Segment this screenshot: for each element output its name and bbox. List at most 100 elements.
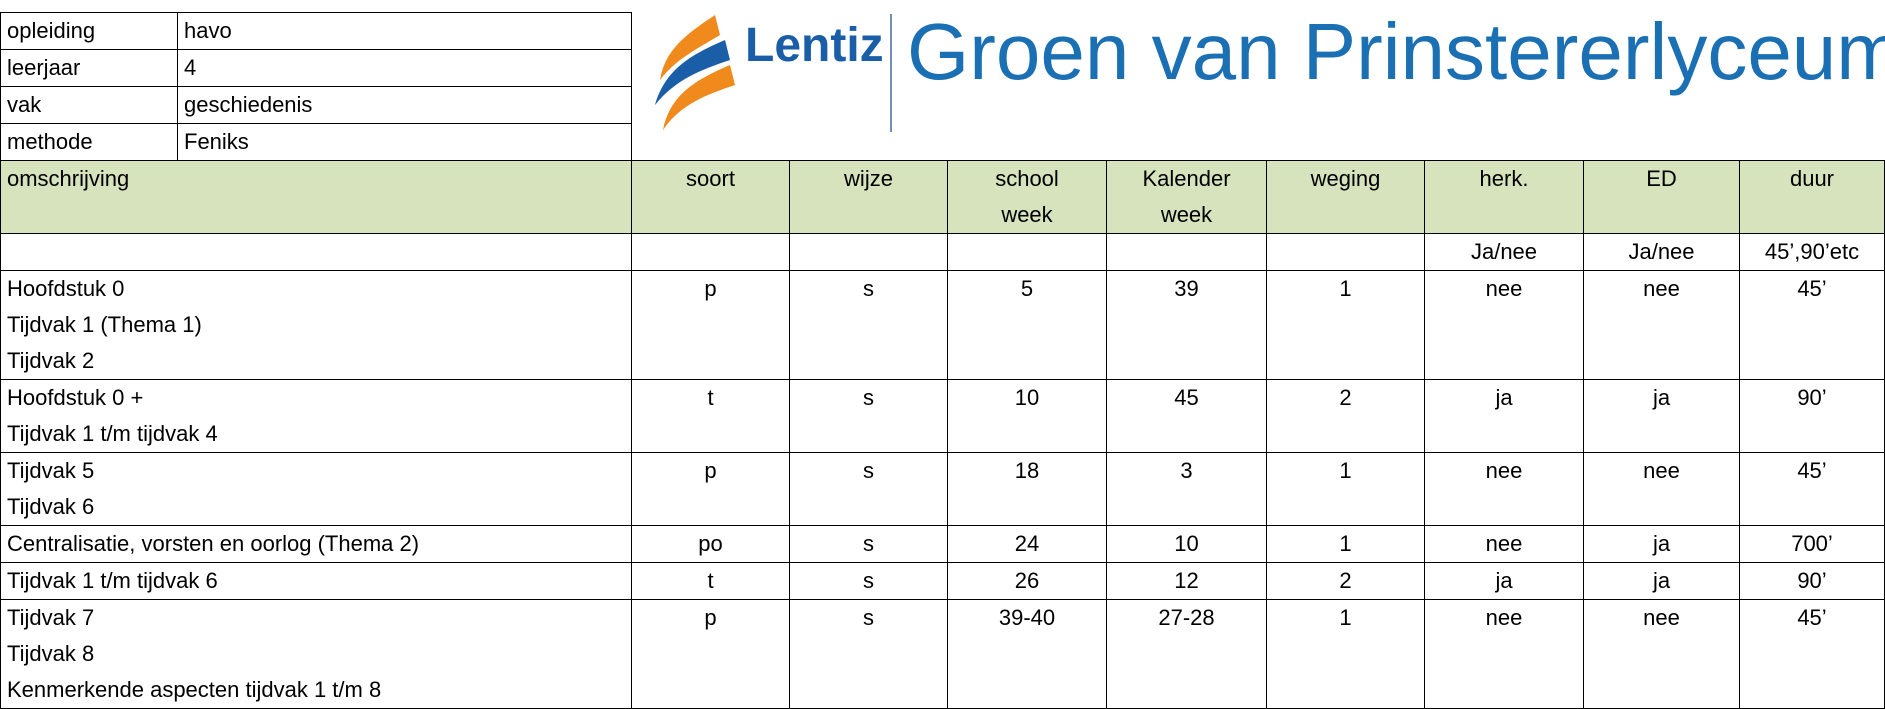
header-cell: soort — [631, 160, 790, 234]
header-text: weging — [1310, 166, 1381, 191]
description-line: Tijdvak 1 t/m tijdvak 4 — [7, 421, 218, 446]
info-value: 4 — [177, 49, 632, 87]
data-row: Hoofdstuk 0 Tijdvak 1 (Thema 1) Tijdvak 2 p… — [0, 270, 1885, 380]
data-cell: 45’ — [1739, 599, 1885, 709]
header-cell: omschrijving — [0, 160, 632, 234]
data-cell: 27-28 — [1106, 599, 1267, 709]
subheader-cell — [947, 233, 1107, 271]
header-row: omschrijving soort wijze school week Kalende… — [0, 160, 1885, 234]
data-cell: s — [789, 270, 948, 380]
description-line: Tijdvak 6 — [7, 494, 95, 519]
data-cell: 2 — [1266, 379, 1425, 453]
info-row: methode Feniks — [0, 123, 632, 161]
divider — [890, 14, 892, 132]
header-text: ED — [1646, 166, 1677, 191]
data-cell: t — [631, 379, 790, 453]
header-text: herk. — [1479, 166, 1529, 191]
data-cell: 1 — [1266, 270, 1425, 380]
header-text: omschrijving — [7, 166, 130, 191]
data-cell: 39-40 — [947, 599, 1107, 709]
info-value: havo — [177, 12, 632, 50]
data-cell: 45 — [1106, 379, 1267, 453]
data-cell: 90’ — [1739, 379, 1885, 453]
description-line: Tijdvak 7 — [7, 605, 95, 630]
data-cell: po — [631, 525, 790, 563]
subheader-cell: Ja/nee — [1424, 233, 1584, 271]
subheader-cell — [1266, 233, 1425, 271]
data-cell: 1 — [1266, 452, 1425, 526]
description-line: Kenmerkende aspecten tijdvak 1 t/m 8 — [7, 677, 382, 702]
data-cell: 26 — [947, 562, 1107, 600]
description-line: Tijdvak 8 — [7, 641, 95, 666]
description-cell: Centralisatie, vorsten en oorlog (Thema … — [0, 525, 632, 563]
info-row: leerjaar 4 — [0, 49, 632, 87]
info-value: Feniks — [177, 123, 632, 161]
data-cell: 45’ — [1739, 452, 1885, 526]
data-row: Hoofdstuk 0 + Tijdvak 1 t/m tijdvak 4 t s 10… — [0, 379, 1885, 453]
data-cell: ja — [1583, 379, 1740, 453]
data-cell: ja — [1424, 379, 1584, 453]
header-text: wijze — [844, 166, 893, 191]
data-cell: nee — [1424, 452, 1584, 526]
logo: Lentiz Groen van Prinstererlyceum — [645, 0, 1885, 160]
info-table: opleiding havo leerjaar 4 vak geschiedenis met… — [0, 12, 632, 161]
subheader-cell: Ja/nee — [1583, 233, 1740, 271]
school-name: Groen van Prinstererlyceum — [907, 7, 1885, 96]
data-cell: 10 — [947, 379, 1107, 453]
header-cell: weging — [1266, 160, 1425, 234]
header-cell: wijze — [789, 160, 948, 234]
description-cell: Tijdvak 7 Tijdvak 8 Kenmerkende aspecten t… — [0, 599, 632, 709]
header-cell: Kalender week — [1106, 160, 1267, 234]
data-cell: s — [789, 379, 948, 453]
data-cell: 45’ — [1739, 270, 1885, 380]
header-cell: ED — [1583, 160, 1740, 234]
subheader-cell — [789, 233, 948, 271]
header-cell: duur — [1739, 160, 1885, 234]
data-cell: 90’ — [1739, 562, 1885, 600]
info-label: methode — [0, 123, 178, 161]
data-cell: 700’ — [1739, 525, 1885, 563]
info-label: vak — [0, 86, 178, 124]
data-row: Tijdvak 1 t/m tijdvak 6 t s 26 12 2 ja ja 90’ — [0, 562, 1885, 600]
description-line: Tijdvak 1 t/m tijdvak 6 — [7, 568, 218, 593]
data-cell: 3 — [1106, 452, 1267, 526]
schedule-table: omschrijving soort wijze school week Kalende… — [0, 160, 1885, 709]
info-label: leerjaar — [0, 49, 178, 87]
data-cell: 39 — [1106, 270, 1267, 380]
data-cell: nee — [1583, 270, 1740, 380]
info-label: opleiding — [0, 12, 178, 50]
header-text: Kalender week — [1142, 166, 1231, 227]
data-cell: s — [789, 452, 948, 526]
description-line: Hoofdstuk 0 + — [7, 385, 144, 410]
data-row: Tijdvak 7 Tijdvak 8 Kenmerkende aspecten t… — [0, 599, 1885, 709]
data-cell: t — [631, 562, 790, 600]
info-row: opleiding havo — [0, 12, 632, 50]
description-line: Tijdvak 1 (Thema 1) — [7, 312, 202, 337]
data-cell: 12 — [1106, 562, 1267, 600]
description-cell: Tijdvak 1 t/m tijdvak 6 — [0, 562, 632, 600]
description-cell: Hoofdstuk 0 Tijdvak 1 (Thema 1) Tijdvak 2 — [0, 270, 632, 380]
subheader-cell — [1106, 233, 1267, 271]
data-cell: 2 — [1266, 562, 1425, 600]
description-line: Centralisatie, vorsten en oorlog (Thema … — [7, 531, 420, 556]
data-cell: nee — [1424, 270, 1584, 380]
data-cell: 5 — [947, 270, 1107, 380]
subheader-row: Ja/nee Ja/nee 45’,90’etc — [0, 233, 1885, 271]
description-line: Tijdvak 5 — [7, 458, 95, 483]
description-line: Tijdvak 2 — [7, 348, 95, 373]
data-cell: 1 — [1266, 599, 1425, 709]
info-row: vak geschiedenis — [0, 86, 632, 124]
data-cell: s — [789, 562, 948, 600]
description-line: Hoofdstuk 0 — [7, 276, 125, 301]
data-cell: p — [631, 452, 790, 526]
data-cell: nee — [1583, 452, 1740, 526]
header-cell: school week — [947, 160, 1107, 234]
data-cell: 10 — [1106, 525, 1267, 563]
data-cell: ja — [1583, 562, 1740, 600]
header-text: soort — [686, 166, 735, 191]
data-cell: nee — [1583, 599, 1740, 709]
info-value: geschiedenis — [177, 86, 632, 124]
header-text: duur — [1789, 166, 1835, 191]
data-cell: s — [789, 525, 948, 563]
